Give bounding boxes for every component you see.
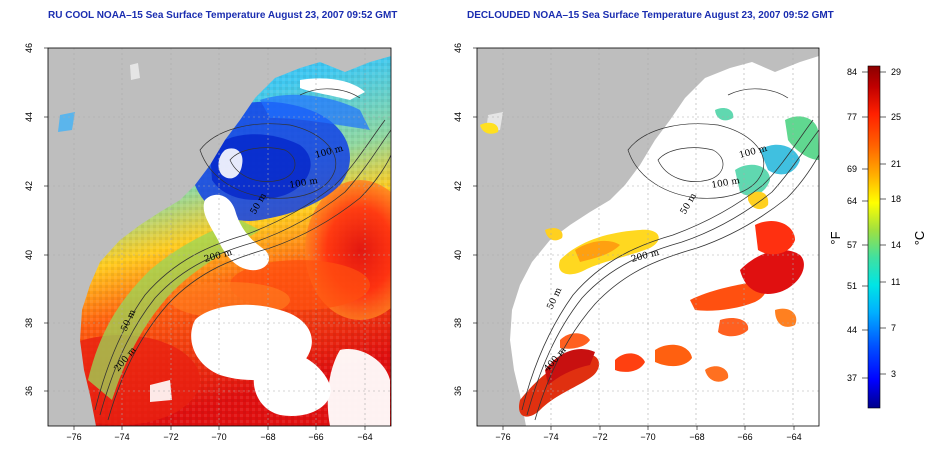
fahrenheit-tick-label: 51 xyxy=(847,281,857,291)
fahrenheit-tick-label: 69 xyxy=(847,164,857,174)
colorbar xyxy=(867,65,881,409)
x-tick-label: −76 xyxy=(495,432,510,442)
land-mass xyxy=(48,48,391,426)
x-tick-label: −70 xyxy=(211,432,226,442)
celsius-unit-label: °C xyxy=(912,231,927,246)
y-tick-label: 40 xyxy=(24,250,34,260)
x-tick-label: −76 xyxy=(66,432,81,442)
contour-50m xyxy=(94,119,386,411)
y-tick-label: 44 xyxy=(453,112,463,122)
fahrenheit-tick-label: 57 xyxy=(847,240,857,250)
x-tick-label: −64 xyxy=(786,432,801,442)
celsius-tick-label: 29 xyxy=(891,67,901,77)
x-tick-label: −66 xyxy=(308,432,323,442)
y-tick-label: 42 xyxy=(24,181,34,191)
panel-title-left: RU COOL NOAA–15 Sea Surface Temperature … xyxy=(48,10,398,21)
fahrenheit-unit-label: °F xyxy=(828,231,843,244)
y-tick-label: 38 xyxy=(453,318,463,328)
y-tick-label: 38 xyxy=(24,318,34,328)
x-tick-label: −74 xyxy=(114,432,129,442)
x-tick-label: −68 xyxy=(260,432,275,442)
y-tick-label: 46 xyxy=(24,43,34,53)
x-tick-label: −74 xyxy=(543,432,558,442)
land-mass xyxy=(477,48,819,426)
x-tick-label: −72 xyxy=(592,432,607,442)
x-tick-label: −72 xyxy=(163,432,178,442)
raw-sst-map xyxy=(48,48,391,426)
celsius-tick-label: 3 xyxy=(891,369,896,379)
x-tick-label: −64 xyxy=(357,432,372,442)
y-tick-label: 44 xyxy=(24,112,34,122)
y-tick-label: 36 xyxy=(453,386,463,396)
celsius-tick-label: 21 xyxy=(891,159,901,169)
y-tick-label: 40 xyxy=(453,250,463,260)
grid-right xyxy=(477,48,819,426)
x-tick-label: −70 xyxy=(640,432,655,442)
declouded-sst-map xyxy=(477,48,819,426)
grid-left xyxy=(48,48,391,426)
sst-patch xyxy=(519,354,600,417)
fahrenheit-tick-label: 64 xyxy=(847,196,857,206)
fahrenheit-tick-label: 77 xyxy=(847,112,857,122)
fahrenheit-tick-label: 44 xyxy=(847,325,857,335)
fahrenheit-tick-label: 37 xyxy=(847,373,857,383)
fahrenheit-tick-label: 84 xyxy=(847,67,857,77)
contour-label: 100 m xyxy=(289,176,319,191)
contour-50m xyxy=(521,119,814,411)
y-tick-label: 46 xyxy=(453,43,463,53)
y-tick-label: 42 xyxy=(453,181,463,191)
contour-label: 100 m xyxy=(711,176,741,191)
x-tick-label: −68 xyxy=(689,432,704,442)
celsius-tick-label: 14 xyxy=(891,240,901,250)
frame-left xyxy=(47,47,392,427)
celsius-tick-label: 25 xyxy=(891,112,901,122)
celsius-tick-label: 11 xyxy=(891,277,900,287)
panel-title-right: DECLOUDED NOAA–15 Sea Surface Temperatur… xyxy=(467,10,834,21)
celsius-tick-label: 7 xyxy=(891,323,896,333)
sst-patch xyxy=(690,281,767,311)
y-tick-label: 36 xyxy=(24,386,34,396)
celsius-tick-label: 18 xyxy=(891,194,901,204)
x-tick-label: −66 xyxy=(737,432,752,442)
